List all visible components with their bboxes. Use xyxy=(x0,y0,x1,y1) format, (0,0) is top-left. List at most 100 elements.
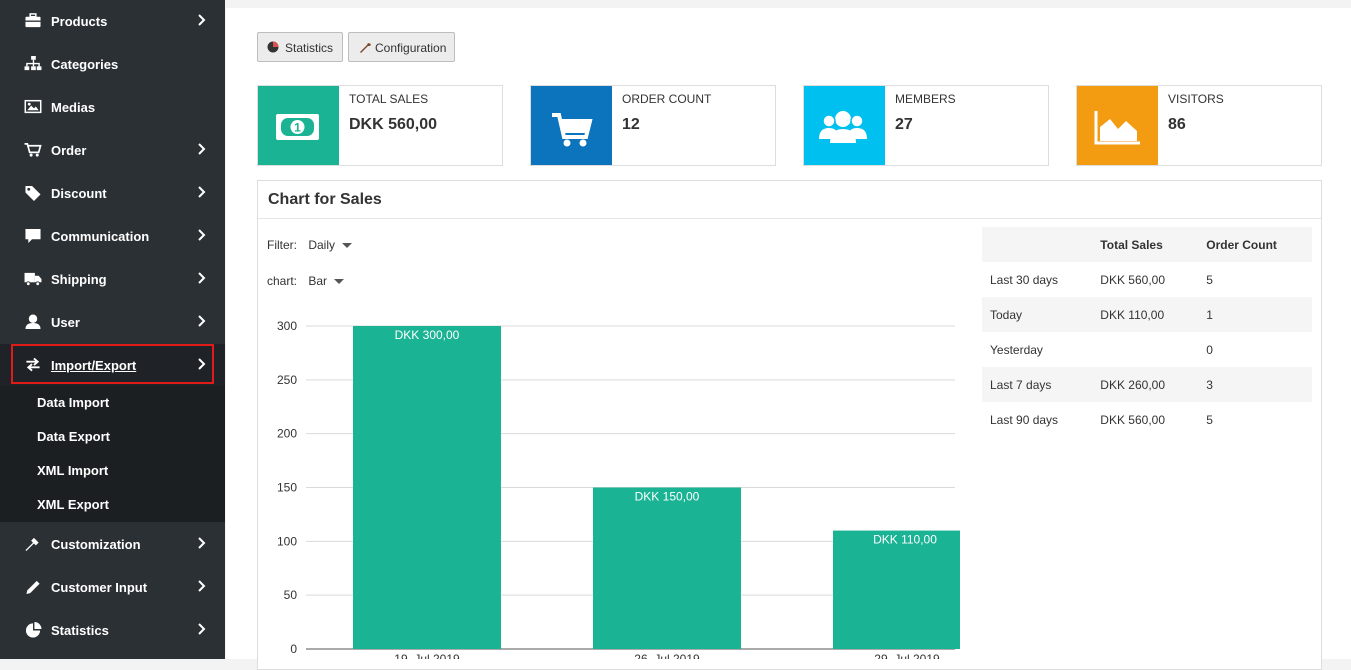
table-cell: DKK 560,00 xyxy=(1100,272,1166,287)
filter-dropdown[interactable]: Daily xyxy=(308,238,353,252)
table-cell: DKK 560,00 xyxy=(1100,412,1166,427)
briefcase-icon xyxy=(25,13,41,28)
stat-card-title: TOTAL SALES xyxy=(349,92,429,106)
sitemap-icon xyxy=(24,56,42,71)
sidebar-item-statistics[interactable]: Statistics xyxy=(0,609,225,652)
stats-table: Total Sales Order Count Last 30 days DKK … xyxy=(982,227,1312,437)
table-cell: DKK 260,00 xyxy=(1092,367,1199,402)
statistics-button-label: Statistics xyxy=(285,41,334,55)
sidebar-item-shipping[interactable]: Shipping xyxy=(0,258,225,301)
sidebar-item-categories[interactable]: Categories xyxy=(0,43,225,86)
chevron-right-icon xyxy=(198,623,206,635)
sidebar-item-label: Communication xyxy=(51,229,150,244)
truck-icon xyxy=(24,272,42,287)
table-cell: DKK 110,00 xyxy=(1092,297,1199,332)
sidebar-item-import-export[interactable]: Import/Export xyxy=(0,344,225,387)
x-tick-label: 19. Jul 2019 xyxy=(394,652,460,659)
sidebar-item-communication[interactable]: Communication xyxy=(0,215,225,258)
sidebar-item-label: Customization xyxy=(51,537,141,552)
stat-card-icon-box xyxy=(531,86,612,165)
y-tick-label: 0 xyxy=(290,642,297,656)
table-row: Today DKK 110,00 1 xyxy=(982,297,1312,332)
wrench-icon xyxy=(360,43,371,53)
column-header: Total Sales xyxy=(1092,227,1199,262)
statistics-button[interactable]: Statistics xyxy=(257,32,343,62)
cart-icon xyxy=(552,113,593,147)
stat-card-value: DKK 560,00 xyxy=(349,116,438,133)
stat-card-title: VISITORS xyxy=(1168,92,1224,106)
stat-card-value: 27 xyxy=(895,116,913,133)
chevron-right-icon xyxy=(198,229,206,241)
chart-type-label: chart: xyxy=(267,274,298,288)
sales-bar-chart: 0 50 100 150 200 250 300 DKK 300,00 19. Jul 2019… xyxy=(277,319,960,659)
x-tick-label: 26. Jul 2019 xyxy=(634,652,700,659)
sidebar-item-products[interactable]: Products xyxy=(0,0,225,43)
y-tick-label: 150 xyxy=(277,481,297,495)
money-icon: 1 xyxy=(276,114,319,140)
sidebar-item-label: Import/Export xyxy=(51,358,137,373)
sidebar-item-customer-input[interactable]: Customer Input xyxy=(0,566,225,609)
bar xyxy=(593,487,741,649)
tag-icon xyxy=(25,185,41,201)
table-cell: Today xyxy=(982,297,1093,332)
x-tick-label: 29. Jul 2019 xyxy=(874,652,940,659)
chart-type-dropdown[interactable]: Bar xyxy=(308,274,345,288)
cart-icon xyxy=(24,143,42,157)
sidebar-item-label: Statistics xyxy=(51,623,109,638)
sidebar-item-customization[interactable]: Customization xyxy=(0,523,225,566)
stat-card-icon-box xyxy=(1077,86,1158,165)
submenu-data-export[interactable]: Data Export xyxy=(37,429,110,444)
user-icon xyxy=(25,314,41,330)
configuration-button-label: Configuration xyxy=(375,41,447,55)
svg-text:1: 1 xyxy=(294,121,301,135)
sidebar-item-label: Shipping xyxy=(51,272,107,287)
main-top-strip xyxy=(226,0,1351,8)
sidebar-item-label: Medias xyxy=(51,100,96,115)
bar-data-label: DKK 110,00 xyxy=(873,533,937,547)
pencil-icon xyxy=(26,580,40,595)
exchange-icon xyxy=(26,357,40,372)
chart-panel-header: Chart for Sales xyxy=(258,181,1321,219)
chevron-right-icon xyxy=(198,14,206,26)
sidebar-item-label: Customer Input xyxy=(51,580,148,595)
chart-type-row: chart: Bar xyxy=(267,274,345,288)
bar-data-label: DKK 150,00 xyxy=(635,490,700,504)
table-row: Last 30 days DKK 560,00 5 xyxy=(982,262,1312,297)
stat-card-visitors: VISITORS 86 xyxy=(1076,85,1322,166)
sidebar-item-user[interactable]: User xyxy=(0,301,225,344)
chevron-right-icon xyxy=(198,358,206,370)
stat-card-icon-box: 1 xyxy=(258,86,339,165)
stat-card-value: 86 xyxy=(1168,116,1186,133)
sidebar-item-discount[interactable]: Discount xyxy=(0,172,225,215)
stat-card-title: ORDER COUNT xyxy=(622,92,712,106)
table-cell: Last 7 days xyxy=(982,367,1093,402)
filter-label: Filter: xyxy=(267,238,297,252)
stat-card-title: MEMBERS xyxy=(895,92,956,106)
configuration-button[interactable]: Configuration xyxy=(348,32,455,62)
import-export-submenu: Data Import Data Export XML Import XML E… xyxy=(0,386,225,522)
area-chart-icon xyxy=(1094,111,1140,145)
submenu-xml-export[interactable]: XML Export xyxy=(37,497,109,512)
filter-value: Daily xyxy=(308,238,336,252)
pie-chart-icon xyxy=(25,622,42,638)
sidebar-item-label: Order xyxy=(51,143,87,158)
stat-card-total-sales: 1 TOTAL SALES DKK 560,00 xyxy=(257,85,503,166)
sidebar-item-order[interactable]: Order xyxy=(0,129,225,172)
filter-row: Filter: Daily xyxy=(267,238,353,252)
sidebar-item-medias[interactable]: Medias xyxy=(0,86,225,129)
sidebar-item-label: Discount xyxy=(51,186,107,201)
sidebar-item-label: User xyxy=(51,315,80,330)
table-header-row: Total Sales Order Count xyxy=(982,227,1312,262)
wrench-icon xyxy=(25,537,39,552)
table-cell: 5 xyxy=(1206,412,1213,427)
table-cell: Last 30 days xyxy=(990,272,1059,287)
y-tick-label: 100 xyxy=(277,534,297,548)
chevron-right-icon xyxy=(198,315,206,327)
submenu-xml-import[interactable]: XML Import xyxy=(37,463,109,478)
table-row: Last 7 days DKK 260,00 3 xyxy=(982,367,1312,402)
chevron-right-icon xyxy=(198,580,206,592)
submenu-data-import[interactable]: Data Import xyxy=(37,395,110,410)
chevron-right-icon xyxy=(198,272,206,284)
stat-card-members: MEMBERS 27 xyxy=(803,85,1049,166)
table-cell: 0 xyxy=(1206,342,1213,357)
